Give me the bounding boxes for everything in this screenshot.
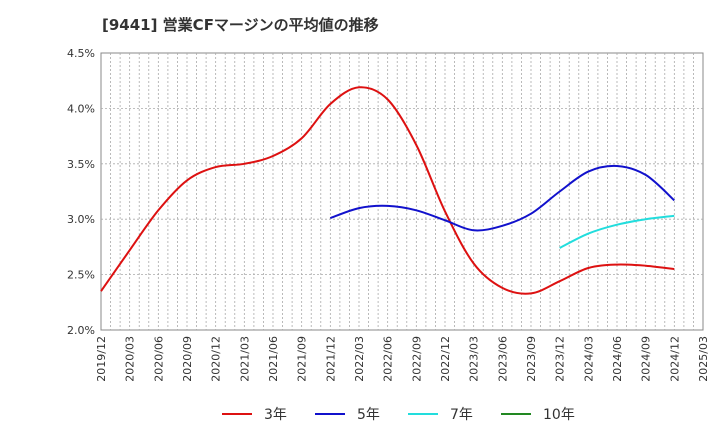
axis-layer: 2.0% 2.5% 3.0% 3.5% 4.0% 4.5% 2019/12 2020/03 20…	[67, 47, 710, 382]
series-line-1	[100, 86, 675, 295]
x-tick-label: 2024/09	[640, 336, 653, 382]
legend-label-4: 10年	[543, 407, 575, 423]
x-tick-label: 2023/03	[468, 336, 481, 382]
x-tick-label: 2023/06	[496, 336, 509, 382]
x-tick-label: 2020/12	[210, 336, 223, 382]
x-tick-label: 2022/06	[382, 336, 395, 382]
legend-label-3: 7年	[450, 407, 473, 423]
x-tick-label: 2021/12	[324, 336, 337, 382]
y-tick-label: 2.0%	[67, 324, 95, 337]
y-tick-label: 4.5%	[67, 47, 95, 60]
x-tick-label: 2019/12	[95, 336, 108, 382]
y-tick-label: 3.0%	[67, 213, 95, 226]
plot-border	[100, 52, 704, 331]
x-tick-label: 2020/06	[152, 336, 165, 382]
chart-title: [9441] 営業CFマージンの平均値の推移	[102, 16, 379, 34]
series-line-2	[329, 164, 675, 232]
y-tick-label: 3.5%	[67, 158, 95, 171]
y-tick-label: 2.5%	[67, 269, 95, 282]
x-tick-label: 2022/09	[410, 336, 423, 382]
x-tick-label: 2021/06	[267, 336, 280, 382]
x-tick-label: 2023/09	[525, 336, 538, 382]
legend-layer: 3年 5年 7年 10年	[222, 407, 575, 423]
x-tick-label: 2024/03	[582, 336, 595, 382]
grid-layer	[100, 52, 704, 331]
series-line-3	[559, 214, 675, 249]
x-tick-label: 2022/03	[353, 336, 366, 382]
legend-label-1: 3年	[264, 407, 287, 423]
y-tick-label: 4.0%	[67, 102, 95, 115]
series-layer	[100, 86, 675, 295]
x-tick-label: 2021/09	[296, 336, 309, 382]
x-tick-label: 2024/12	[668, 336, 681, 382]
x-tick-label: 2025/03	[697, 336, 710, 382]
x-tick-label: 2023/12	[554, 336, 567, 382]
x-tick-label: 2022/12	[439, 336, 452, 382]
x-tick-label: 2021/03	[238, 336, 251, 382]
x-tick-label: 2020/03	[124, 336, 137, 382]
x-tick-label: 2024/06	[611, 336, 624, 382]
legend-label-2: 5年	[357, 407, 380, 423]
x-tick-label: 2020/09	[181, 336, 194, 382]
